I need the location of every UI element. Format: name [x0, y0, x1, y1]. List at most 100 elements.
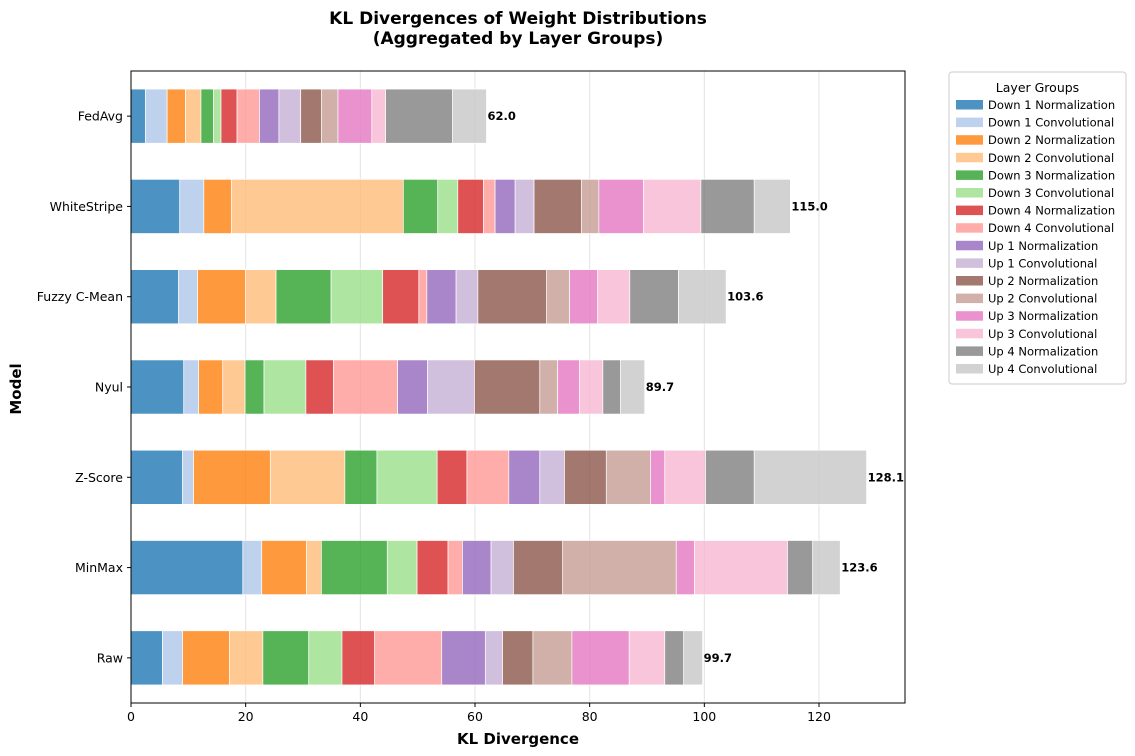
y-tick-label: FedAvg	[78, 109, 123, 124]
y-tick-label: Z-Score	[75, 470, 123, 485]
total-label: 99.7	[704, 651, 732, 665]
total-label: 62.0	[487, 109, 515, 123]
legend-items: Down 1 Normalization Down 1 Convolutional…	[956, 98, 1115, 376]
bar-segment	[245, 269, 277, 325]
bar-segment	[683, 630, 703, 686]
total-label: 115.0	[791, 199, 827, 213]
legend-label: Down 4 Convolutional	[988, 221, 1114, 235]
bar-segment	[502, 630, 534, 686]
y-axis-label: Model	[7, 363, 25, 414]
bar-segment	[182, 630, 230, 686]
bar-segment	[386, 540, 418, 596]
bar-segment	[557, 359, 580, 415]
bar-segment	[306, 540, 322, 596]
legend-label: Down 3 Normalization	[988, 168, 1115, 182]
y-tick-label: Nyul	[95, 380, 123, 395]
total-labels: 62.0 115.0 103.6 89.7 128.1 123.6 99.7	[487, 109, 904, 665]
bar-segment	[222, 359, 246, 415]
legend-label: Down 1 Normalization	[988, 98, 1115, 112]
bar-segment	[546, 269, 570, 325]
bar-segment	[320, 540, 388, 596]
legend-swatch	[956, 188, 983, 198]
x-tick-label: 40	[352, 709, 368, 724]
bar-segment	[437, 178, 459, 234]
x-ticks: 0 20 40 60 80 100 120	[127, 703, 831, 724]
bar-segment	[664, 449, 706, 505]
chart-title: KL Divergences of Weight Distributions (A…	[329, 9, 707, 49]
bar-segment	[305, 359, 334, 415]
bar-segment	[462, 540, 492, 596]
bar-segment	[341, 630, 376, 686]
bar-segment	[183, 359, 200, 415]
bar-segment	[643, 178, 702, 234]
legend-label: Up 1 Normalization	[988, 239, 1098, 253]
legend-swatch	[956, 135, 983, 145]
bar-segment	[197, 269, 247, 325]
legend-box	[948, 71, 1127, 385]
legend-swatch	[956, 205, 983, 216]
bar-segment	[787, 540, 814, 596]
bar-segment	[344, 449, 378, 505]
legend-swatch	[956, 293, 983, 304]
bar-segment	[376, 449, 438, 505]
bar-segment	[474, 359, 541, 415]
bar-segment	[457, 178, 484, 234]
x-tick-label: 120	[807, 709, 831, 724]
bar-segment	[130, 449, 183, 505]
bar-segment	[664, 630, 685, 686]
bar-segment	[371, 88, 386, 144]
bar-segment	[753, 178, 791, 234]
bar-segment	[508, 449, 541, 505]
bar-segment	[300, 88, 322, 144]
legend-swatch	[956, 364, 983, 374]
bar-segment	[130, 178, 181, 234]
plot-frame	[130, 70, 906, 704]
bar-segment	[539, 449, 565, 505]
bar-segment	[426, 269, 457, 325]
legend-label: Down 4 Normalization	[988, 204, 1115, 218]
x-tick-label: 80	[582, 709, 598, 724]
bar-segment	[514, 178, 535, 234]
bar-segment	[236, 88, 260, 144]
x-tick-label: 0	[127, 709, 135, 724]
bar-segment	[452, 88, 487, 144]
legend-title: Layer Groups	[996, 80, 1079, 95]
bar-segment	[130, 540, 244, 596]
bar-segment	[578, 359, 604, 415]
bar-segment	[812, 540, 841, 596]
bar-segment	[130, 269, 179, 325]
bar-segment	[220, 88, 238, 144]
x-tick-label: 20	[238, 709, 254, 724]
bar-segment	[198, 359, 224, 415]
bar-segment	[477, 269, 548, 325]
legend-swatch	[956, 152, 983, 163]
total-label: 123.6	[841, 561, 877, 575]
bar-segment	[330, 269, 384, 325]
bar-segment	[193, 449, 271, 505]
bar-segment	[533, 178, 582, 234]
bar-segment	[705, 449, 755, 505]
bar-segment	[605, 449, 651, 505]
bar-segment	[436, 449, 468, 505]
legend-swatch	[956, 276, 983, 286]
bar-segment	[694, 540, 788, 596]
total-label: 128.1	[868, 470, 904, 484]
legend-swatch	[956, 170, 983, 180]
bar-segment	[385, 88, 453, 144]
bar-segment	[753, 449, 867, 505]
y-tick-label: MinMax	[75, 560, 123, 575]
bar-segment	[130, 630, 163, 686]
bar-segment	[182, 449, 194, 505]
bar-segment	[275, 269, 332, 325]
bar-segment	[144, 88, 168, 144]
bar-segment	[261, 540, 307, 596]
legend-label: Up 3 Convolutional	[988, 327, 1097, 341]
bar-segment	[539, 359, 558, 415]
bar-segment	[230, 178, 404, 234]
bar-segment	[242, 540, 263, 596]
bar-segment	[374, 630, 443, 686]
bar-segment	[333, 359, 398, 415]
bar-segment	[416, 540, 449, 596]
total-label: 89.7	[646, 380, 674, 394]
bar-segment	[602, 359, 621, 415]
